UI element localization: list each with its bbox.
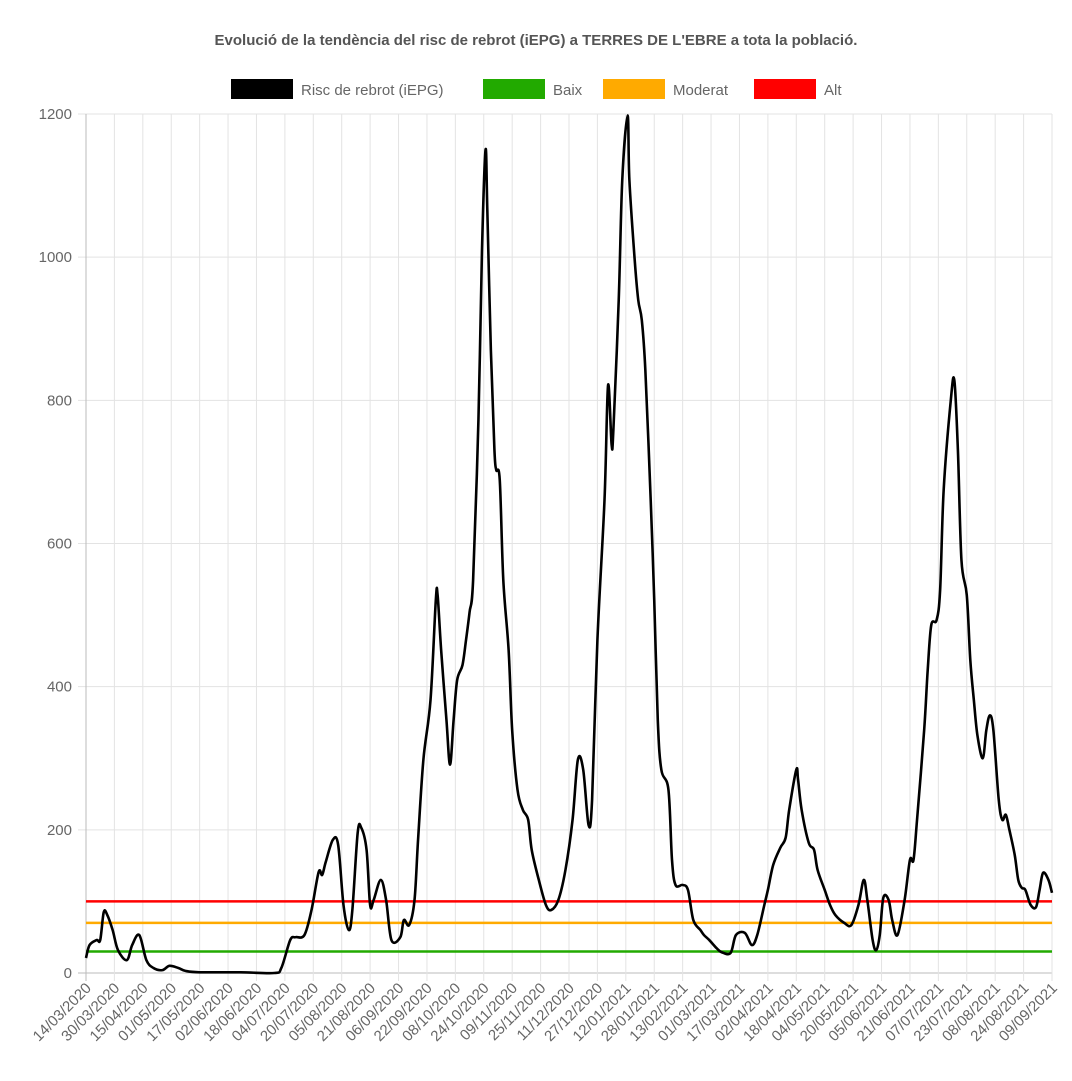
- y-tick-label: 400: [47, 679, 72, 696]
- y-tick-label: 1000: [39, 249, 72, 266]
- grid: [78, 113, 1053, 981]
- y-tick-label: 200: [47, 822, 72, 839]
- series-line-iepg: [84, 114, 1054, 975]
- y-tick-label: 800: [47, 392, 72, 409]
- series-layer: [84, 114, 1054, 975]
- legend-swatch: [603, 79, 665, 99]
- legend-label: Alt: [824, 82, 842, 99]
- legend-label: Risc de rebrot (iEPG): [301, 82, 444, 99]
- legend-item[interactable]: Risc de rebrot (iEPG): [231, 79, 444, 99]
- legend-swatch: [754, 79, 816, 99]
- legend-label: Moderat: [673, 82, 729, 99]
- legend: Risc de rebrot (iEPG) Baix Moderat Alt: [231, 79, 842, 99]
- y-axis: 0 200 400 600 800 1000 1200: [39, 106, 72, 982]
- y-tick-label: 0: [64, 965, 72, 982]
- y-tick-label: 600: [47, 536, 72, 553]
- legend-label: Baix: [553, 82, 583, 99]
- legend-item[interactable]: Moderat: [603, 79, 729, 99]
- legend-item[interactable]: Alt: [754, 79, 842, 99]
- x-axis: 14/03/202030/03/202015/04/202001/05/2020…: [30, 980, 1061, 1045]
- chart-title: Evolució de la tendència del risc de reb…: [215, 32, 858, 49]
- legend-swatch: [231, 79, 293, 99]
- y-tick-label: 1200: [39, 106, 72, 123]
- legend-swatch: [483, 79, 545, 99]
- legend-item[interactable]: Baix: [483, 79, 583, 99]
